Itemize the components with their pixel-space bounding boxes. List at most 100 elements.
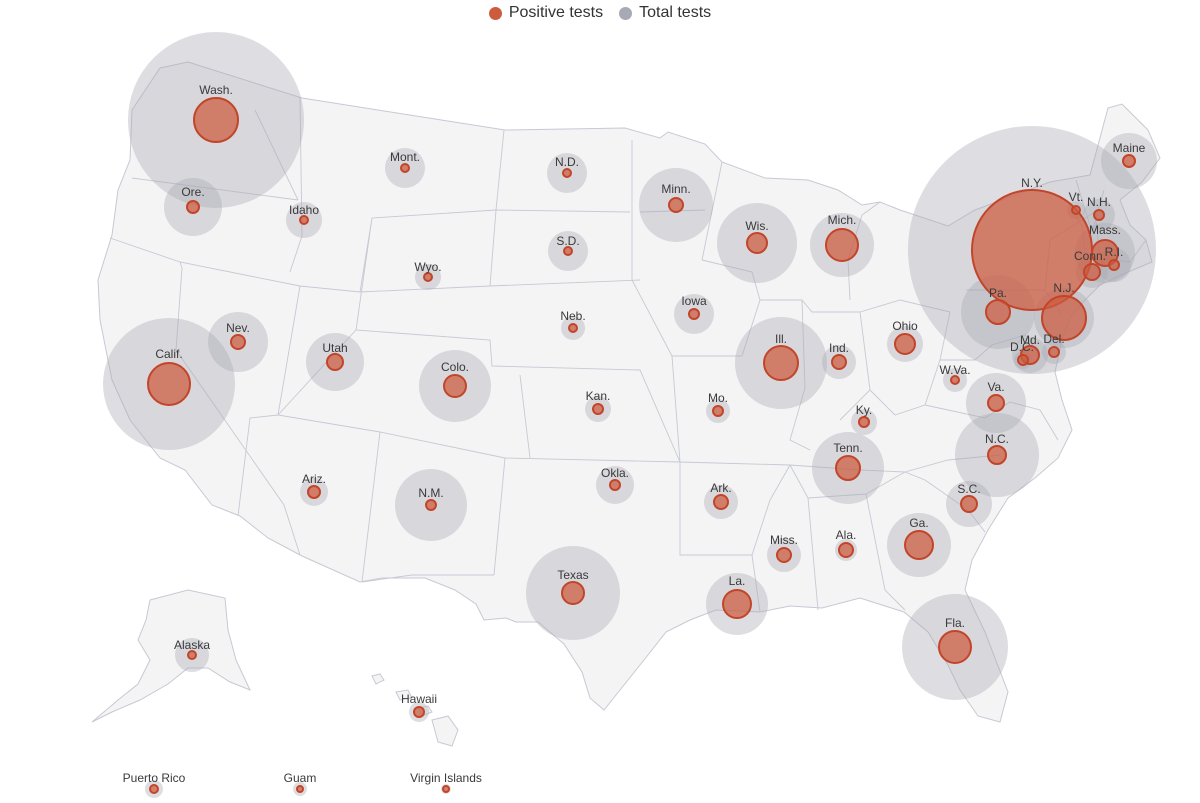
positive-tests-bubble-ri[interactable]: [1108, 259, 1120, 271]
positive-tests-bubble-nh[interactable]: [1093, 209, 1105, 221]
positive-tests-bubble-neb[interactable]: [568, 323, 578, 333]
alaska-shape: [91, 589, 251, 723]
state-label-idaho: Idaho: [289, 203, 319, 217]
positive-tests-bubble-conn[interactable]: [1083, 263, 1101, 281]
positive-tests-bubble-pa[interactable]: [985, 299, 1011, 325]
state-label-alaska: Alaska: [174, 638, 210, 652]
state-label-nj: N.J.: [1053, 281, 1074, 295]
state-label-neb: Neb.: [560, 309, 585, 323]
state-label-ny: N.Y.: [1021, 176, 1043, 190]
positive-tests-bubble-wis[interactable]: [746, 232, 768, 254]
positive-tests-bubble-nj[interactable]: [1041, 295, 1087, 341]
positive-tests-bubble-ga[interactable]: [904, 530, 934, 560]
state-label-hawaii: Hawaii: [401, 692, 437, 706]
positive-tests-bubble-dc[interactable]: [1017, 354, 1029, 366]
positive-tests-bubble-hawaii[interactable]: [413, 706, 425, 718]
state-label-pr: Puerto Rico: [123, 771, 186, 785]
legend-item-positive[interactable]: Positive tests: [488, 4, 604, 22]
positive-tests-bubble-nc[interactable]: [987, 445, 1007, 465]
positive-tests-bubble-ariz[interactable]: [307, 485, 321, 499]
state-label-calif: Calif.: [155, 347, 182, 361]
legend: Positive tests Total tests: [0, 0, 1200, 26]
positive-tests-bubble-ind[interactable]: [831, 354, 847, 370]
hawaii-island-1: [371, 673, 385, 685]
state-label-nh: N.H.: [1087, 195, 1111, 209]
legend-total-label: Total tests: [639, 4, 712, 21]
positive-tests-bubble-wva[interactable]: [950, 375, 960, 385]
state-label-conn: Conn.: [1074, 249, 1106, 263]
positive-tests-bubble-fla[interactable]: [938, 630, 972, 664]
positive-tests-bubble-utah[interactable]: [326, 353, 344, 371]
state-label-minn: Minn.: [661, 182, 690, 196]
positive-tests-bubble-sc[interactable]: [960, 495, 978, 513]
positive-tests-bubble-mo[interactable]: [712, 405, 724, 417]
positive-tests-bubble-okla[interactable]: [609, 479, 621, 491]
positive-tests-bubble-tenn[interactable]: [835, 455, 861, 481]
state-label-texas: Texas: [557, 568, 588, 582]
positive-tests-bubble-minn[interactable]: [668, 197, 684, 213]
state-label-pa: Pa.: [989, 286, 1007, 300]
positive-tests-bubble-alaska[interactable]: [187, 650, 197, 660]
positive-tests-bubble-mass[interactable]: [1091, 239, 1119, 267]
legend-positive-label: Positive tests: [508, 4, 604, 21]
state-label-ind: Ind.: [829, 341, 849, 355]
state-label-okla: Okla.: [601, 466, 629, 480]
state-label-miss: Miss.: [770, 533, 798, 547]
positive-tests-bubble-va[interactable]: [987, 394, 1005, 412]
positive-tests-bubble-nev[interactable]: [230, 334, 246, 350]
state-label-del: Del.: [1043, 332, 1064, 346]
positive-tests-bubble-maine[interactable]: [1122, 154, 1136, 168]
state-label-sd: S.D.: [556, 234, 579, 248]
state-label-va: Va.: [987, 380, 1004, 394]
state-label-nd: N.D.: [555, 155, 579, 169]
positive-tests-bubble-ore[interactable]: [186, 200, 200, 214]
positive-tests-bubble-guam[interactable]: [296, 785, 304, 793]
state-label-ky: Ky.: [856, 403, 872, 417]
positive-tests-bubble-colo[interactable]: [443, 374, 467, 398]
positive-tests-bubble-wash[interactable]: [193, 97, 239, 143]
positive-tests-bubble-vt[interactable]: [1071, 205, 1081, 215]
state-label-wyo: Wyo.: [414, 260, 441, 274]
state-label-mich: Mich.: [828, 213, 857, 227]
state-label-ala: Ala.: [836, 528, 857, 542]
state-label-maine: Maine: [1113, 141, 1146, 155]
positive-tests-bubble-calif[interactable]: [147, 362, 191, 406]
positive-tests-bubble-ark[interactable]: [713, 494, 729, 510]
positive-tests-bubble-ill[interactable]: [763, 345, 799, 381]
positive-tests-bubble-vi[interactable]: [442, 785, 450, 793]
state-label-vt: Vt.: [1069, 190, 1084, 204]
label-layer: Wash. Ore. Idaho Mont. N.D. Minn. Wis. Mich. N.Y…: [123, 83, 1146, 785]
positive-tests-bubble-idaho[interactable]: [299, 215, 309, 225]
positive-swatch-icon: [488, 6, 502, 20]
state-label-mo: Mo.: [708, 391, 728, 405]
hawaii-island-2: [395, 689, 413, 701]
positive-tests-bubble-ky[interactable]: [858, 416, 870, 428]
positive-tests-bubble-mich[interactable]: [825, 228, 859, 262]
state-label-ga: Ga.: [909, 516, 928, 530]
positive-tests-bubble-iowa[interactable]: [688, 308, 700, 320]
positive-tests-bubble-del[interactable]: [1048, 346, 1060, 358]
state-label-la: La.: [729, 574, 746, 588]
state-label-nev: Nev.: [226, 321, 250, 335]
positive-tests-bubble-sd[interactable]: [563, 246, 573, 256]
positive-tests-bubble-wyo[interactable]: [423, 272, 433, 282]
legend-item-total[interactable]: Total tests: [619, 4, 711, 22]
state-label-ill: Ill.: [775, 332, 787, 346]
positive-tests-bubble-pr[interactable]: [149, 784, 159, 794]
positive-tests-bubble-ohio[interactable]: [894, 333, 916, 355]
positive-tests-bubble-ala[interactable]: [838, 542, 854, 558]
positive-tests-bubble-kan[interactable]: [592, 403, 604, 415]
positive-tests-bubble-nm[interactable]: [425, 499, 437, 511]
total-swatch-icon: [619, 6, 633, 20]
state-label-tenn: Tenn.: [833, 441, 862, 455]
positive-tests-bubble-la[interactable]: [722, 589, 752, 619]
positive-tests-bubble-miss[interactable]: [776, 547, 792, 563]
state-label-nc: N.C.: [985, 432, 1009, 446]
positive-tests-bubble-mont[interactable]: [400, 163, 410, 173]
positive-tests-bubble-nd[interactable]: [562, 168, 572, 178]
state-label-ohio: Ohio: [892, 319, 918, 333]
positive-tests-bubble-texas[interactable]: [561, 581, 585, 605]
land-layer: [91, 61, 1161, 747]
contiguous-us-shape: [97, 61, 1161, 723]
